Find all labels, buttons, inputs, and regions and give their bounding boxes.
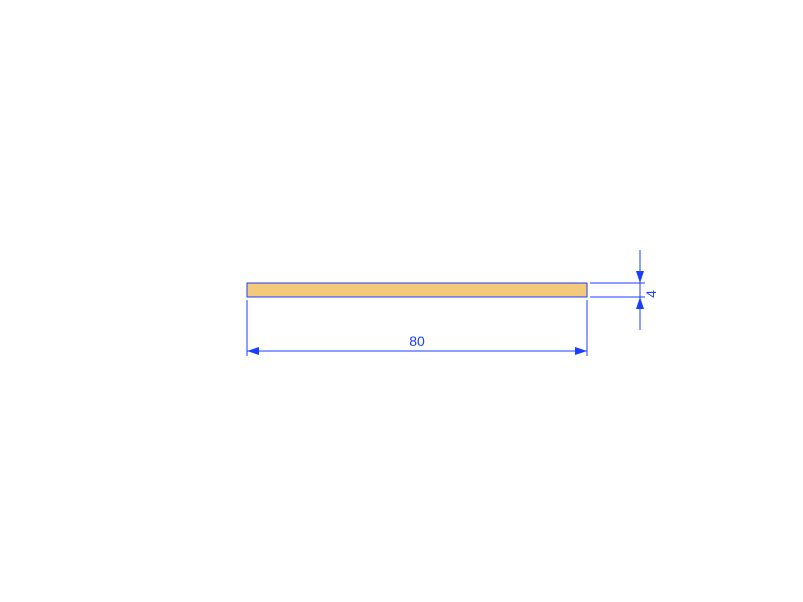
profile-rectangle <box>247 283 587 297</box>
v-dimension-label: 4 <box>643 290 659 298</box>
h-arrow-left <box>247 347 259 355</box>
h-dimension-label: 80 <box>409 333 425 349</box>
v-arrow-top <box>636 271 644 283</box>
h-arrow-right <box>575 347 587 355</box>
technical-drawing: 80 4 <box>0 0 803 602</box>
